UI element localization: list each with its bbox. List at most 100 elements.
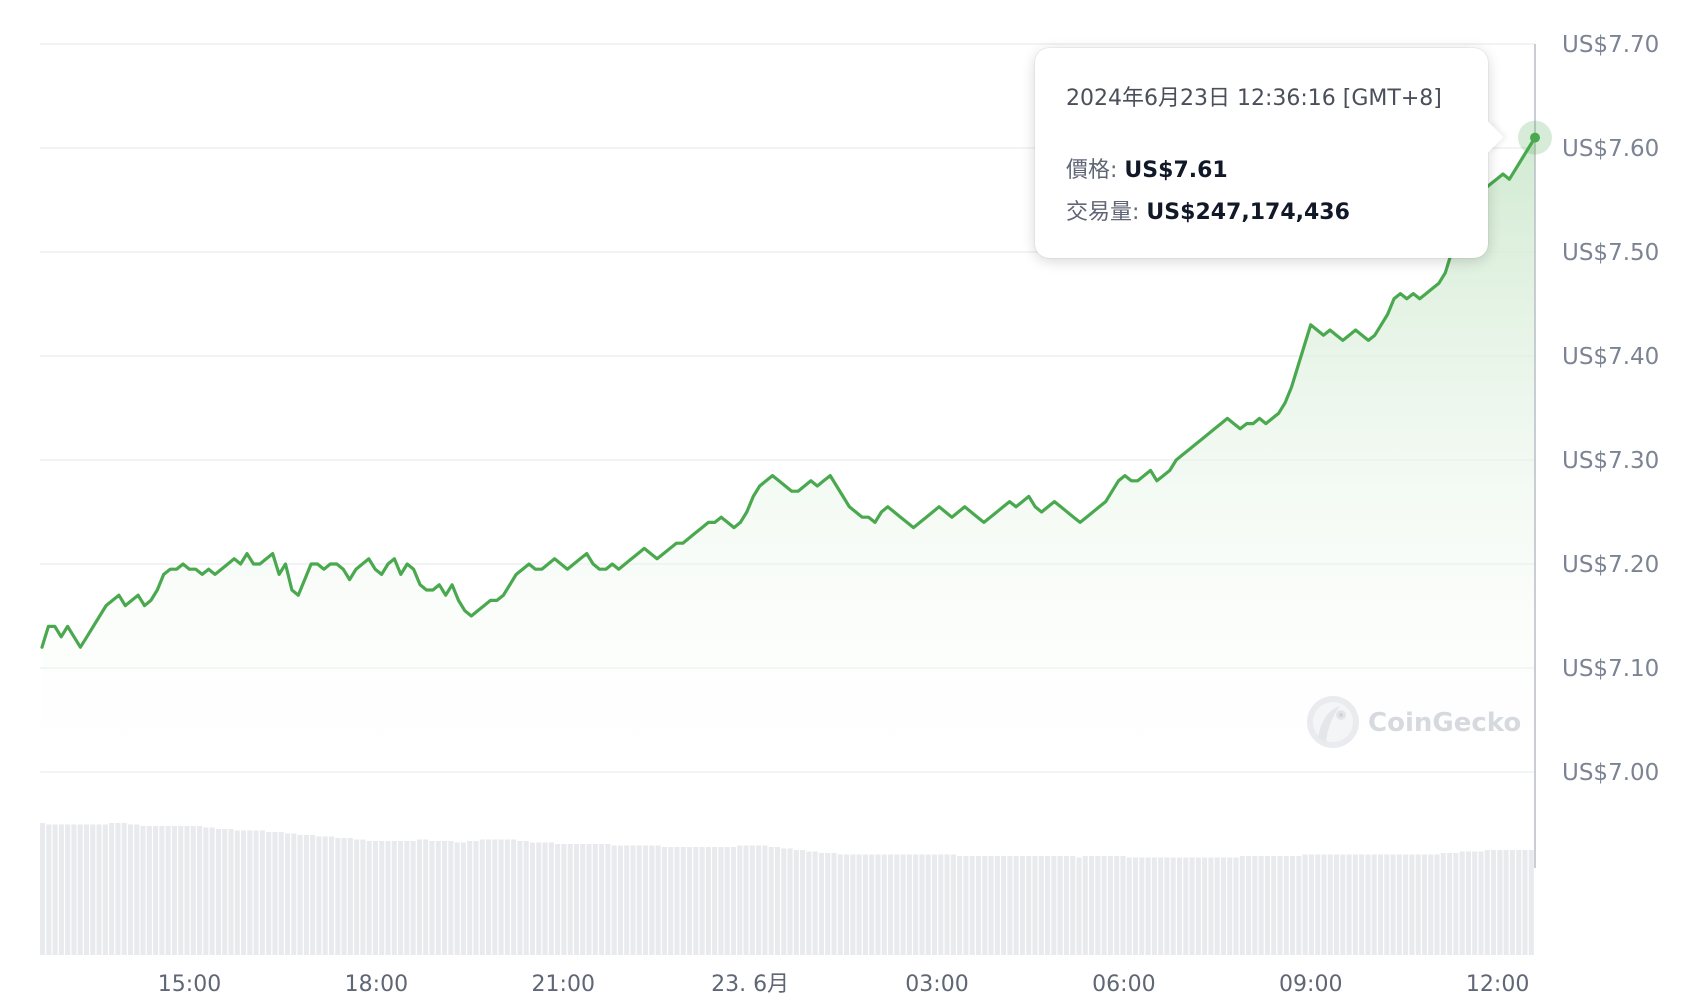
volume-bar [77, 824, 83, 955]
volume-bar [548, 842, 554, 955]
volume-bar [844, 854, 850, 955]
volume-bar [881, 854, 887, 955]
volume-bar [234, 830, 240, 955]
volume-bar [1321, 854, 1327, 955]
volume-bar [121, 823, 127, 955]
tooltip-date: 2024年6月23日 12:36:16 [GMT+8] [1066, 86, 1442, 111]
volume-bar [787, 848, 793, 955]
volume-bar [347, 838, 353, 955]
volume-bar [247, 830, 253, 955]
volume-bar [159, 826, 165, 955]
x-tick-label: 15:00 [158, 972, 221, 997]
volume-bar [856, 854, 862, 955]
volume-bar [1252, 856, 1258, 955]
volume-bar [536, 842, 542, 955]
volume-bar [335, 838, 341, 955]
volume-bar [1264, 856, 1270, 955]
volume-bar [975, 856, 982, 955]
y-tick-label: US$7.60 [1562, 136, 1659, 162]
volume-bar [134, 824, 140, 955]
volume-bar [1415, 854, 1421, 955]
y-tick-label: US$7.20 [1562, 552, 1659, 578]
volume-bar [693, 847, 699, 955]
volume-bar [649, 845, 655, 955]
volume-bar [448, 841, 454, 955]
volume-bar [680, 847, 686, 955]
volume-bar [599, 844, 605, 955]
volume-bar [1158, 857, 1164, 955]
x-axis-labels: 15:00 18:00 21:00 23. 6月 03:00 06:00 09:00 12:0… [158, 972, 1530, 997]
volume-bar [479, 839, 485, 955]
volume-bar [1333, 854, 1340, 955]
volume-bar [1220, 857, 1226, 955]
volume-bar [1070, 856, 1076, 955]
volume-bar [1465, 851, 1471, 955]
volume-bar [83, 824, 90, 955]
volume-bar [203, 827, 209, 955]
volume-bar [573, 844, 580, 955]
volume-bar [184, 826, 190, 955]
volume-bar [982, 856, 988, 955]
volume-bar [473, 841, 479, 955]
volume-bar [391, 841, 397, 955]
volume-bar [655, 845, 661, 955]
y-axis-labels: US$7.70 US$7.60 US$7.50 US$7.40 US$7.30 US$7.… [1562, 32, 1659, 786]
volume-bar [1164, 857, 1170, 955]
volume-bar [900, 854, 906, 955]
volume-bar [416, 839, 422, 955]
volume-bar [1516, 850, 1522, 955]
volume-bar [1472, 851, 1478, 955]
volume-bar [800, 850, 806, 955]
volume-bar [303, 835, 309, 955]
volume-bar [1007, 856, 1013, 955]
volume-bar [65, 824, 71, 955]
tooltip-volume-row: 交易量: US$247,174,436 [1066, 194, 1350, 226]
volume-bar [1032, 856, 1038, 955]
volume-bar [938, 854, 944, 955]
volume-bar [555, 844, 561, 955]
volume-bar [1114, 856, 1120, 955]
volume-bar [913, 854, 919, 955]
volume-bar [492, 839, 498, 955]
volume-bar [498, 839, 504, 955]
volume-bar [768, 847, 774, 955]
volume-bar [153, 826, 159, 955]
volume-bar [146, 826, 152, 955]
volume-bar [1038, 856, 1044, 955]
volume-bar [674, 847, 680, 955]
volume-bar [643, 845, 649, 955]
volume-bar [1195, 857, 1201, 955]
volume-bar [266, 832, 272, 955]
volume-bar [322, 836, 328, 955]
volume-bar [1120, 856, 1126, 955]
volume-bar [850, 854, 856, 955]
volume-bar [272, 832, 278, 955]
volume-bar [825, 853, 831, 955]
volume-bar [862, 854, 868, 955]
volume-bar [894, 854, 900, 955]
volume-bar [1258, 856, 1264, 955]
volume-bar [1101, 856, 1107, 955]
volume-bar [630, 845, 636, 955]
volume-bar [950, 854, 956, 955]
volume-bar [485, 839, 492, 955]
volume-bar [806, 851, 812, 955]
volume-bar [423, 839, 429, 955]
volume-bar [661, 847, 667, 955]
watermark-text: CoinGecko [1368, 708, 1521, 738]
x-tick-label: 18:00 [345, 972, 408, 997]
volume-bar [925, 854, 931, 955]
volume-bar [1509, 850, 1515, 955]
volume-bar [435, 841, 441, 955]
volume-bar [1528, 850, 1534, 955]
volume-bar [1390, 854, 1396, 955]
volume-bar [1296, 856, 1302, 955]
volume-bar [1107, 856, 1113, 955]
hover-point [1530, 132, 1540, 143]
tooltip-volume-label: 交易量: [1066, 200, 1140, 225]
volume-bar [354, 839, 360, 955]
volume-bar [668, 847, 674, 955]
x-tick-label: 03:00 [905, 972, 968, 997]
price-line [40, 136, 1537, 649]
